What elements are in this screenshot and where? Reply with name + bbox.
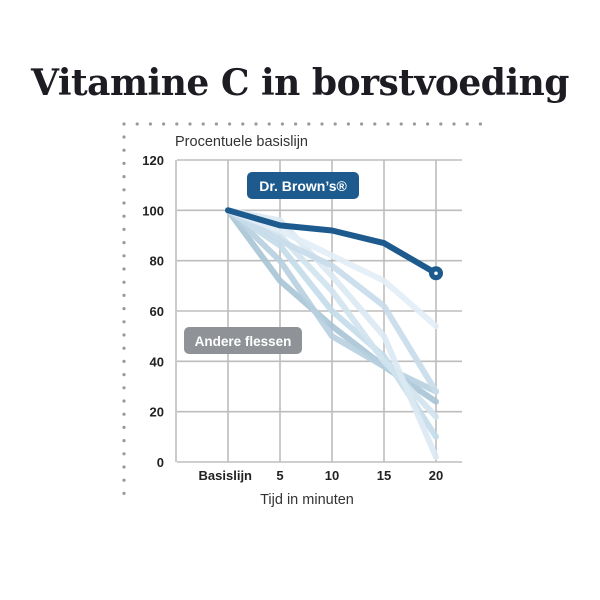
y-tick-label: 60 bbox=[150, 304, 164, 319]
x-tick-label: 10 bbox=[325, 468, 339, 483]
frame-dot bbox=[254, 122, 258, 126]
other-bottle-line bbox=[225, 207, 439, 395]
frame-dot bbox=[122, 359, 126, 363]
frame-dot bbox=[267, 122, 271, 126]
frame-dot bbox=[122, 478, 126, 482]
x-axis-label: Tijd in minuten bbox=[260, 492, 354, 508]
other-bottle-line bbox=[225, 207, 439, 460]
y-tick-label: 20 bbox=[150, 405, 164, 420]
frame-dot bbox=[122, 373, 126, 377]
frame-dot bbox=[148, 122, 152, 126]
page-title: Vitamine C in borstvoeding bbox=[31, 62, 569, 104]
frame-dot bbox=[122, 320, 126, 324]
dotted-frame bbox=[122, 122, 482, 495]
frame-dot bbox=[122, 439, 126, 443]
y-tick-label: 0 bbox=[157, 455, 164, 470]
frame-dot bbox=[280, 122, 284, 126]
y-tick-label: 120 bbox=[142, 153, 164, 168]
frame-dot bbox=[122, 333, 126, 337]
x-tick-label: 20 bbox=[429, 468, 443, 483]
frame-dot bbox=[294, 122, 298, 126]
frame-dot bbox=[122, 188, 126, 192]
frame-dot bbox=[122, 227, 126, 231]
other-bottles-series bbox=[225, 207, 439, 460]
y-tick-label: 80 bbox=[150, 254, 164, 269]
x-tick-label: 15 bbox=[377, 468, 391, 483]
frame-dot bbox=[478, 122, 482, 126]
frame-dot bbox=[122, 241, 126, 245]
dr-browns-badge: Dr. Brown’s® bbox=[247, 172, 359, 199]
frame-dot bbox=[241, 122, 245, 126]
frame-dot bbox=[122, 280, 126, 284]
frame-dot bbox=[320, 122, 324, 126]
frame-dot bbox=[386, 122, 390, 126]
frame-dot bbox=[465, 122, 469, 126]
y-axis-ticks: 0 20 40 60 80 100 120 bbox=[142, 153, 164, 470]
frame-dot bbox=[346, 122, 350, 126]
frame-dot bbox=[122, 412, 126, 416]
frame-dot bbox=[333, 122, 337, 126]
dr-browns-endpoint-center bbox=[434, 271, 438, 276]
y-tick-label: 100 bbox=[142, 203, 164, 218]
frame-dot bbox=[122, 254, 126, 258]
x-tick-label: Basislijn bbox=[199, 468, 253, 483]
y-tick-label: 40 bbox=[150, 354, 164, 369]
frame-dot bbox=[122, 267, 126, 271]
dr-browns-badge-label: Dr. Brown’s® bbox=[259, 178, 347, 194]
frame-dot bbox=[360, 122, 364, 126]
x-axis-ticks: Basislijn 5 10 15 20 bbox=[199, 468, 444, 483]
dr-browns-line bbox=[225, 207, 439, 277]
frame-dot bbox=[452, 122, 456, 126]
frame-dot bbox=[412, 122, 416, 126]
frame-dot bbox=[175, 122, 179, 126]
frame-dot bbox=[228, 122, 232, 126]
frame-dot bbox=[307, 122, 311, 126]
dr-browns-series bbox=[225, 207, 443, 281]
frame-dot bbox=[122, 148, 126, 152]
y-axis-label: Procentuele basislijn bbox=[175, 134, 308, 150]
frame-dot bbox=[188, 122, 192, 126]
frame-dot bbox=[122, 399, 126, 403]
frame-dot bbox=[162, 122, 166, 126]
frame-dot bbox=[135, 122, 139, 126]
frame-dot bbox=[426, 122, 430, 126]
frame-dot bbox=[214, 122, 218, 126]
frame-dot bbox=[122, 214, 126, 218]
frame-dot bbox=[122, 386, 126, 390]
frame-dot bbox=[122, 201, 126, 205]
frame-dot bbox=[201, 122, 205, 126]
other-bottles-badge-label: Andere flessen bbox=[195, 334, 292, 349]
frame-dot bbox=[122, 175, 126, 179]
frame-dot bbox=[122, 452, 126, 456]
frame-dot bbox=[122, 307, 126, 311]
frame-dot bbox=[439, 122, 443, 126]
frame-dot bbox=[122, 491, 126, 495]
frame-dot bbox=[122, 346, 126, 350]
frame-dot bbox=[373, 122, 377, 126]
other-bottle-line bbox=[225, 207, 439, 330]
frame-dot bbox=[122, 425, 126, 429]
frame-dot bbox=[122, 122, 126, 126]
frame-dot bbox=[122, 293, 126, 297]
frame-dot bbox=[122, 161, 126, 165]
other-bottles-badge: Andere flessen bbox=[184, 327, 302, 354]
frame-dot bbox=[122, 465, 126, 469]
frame-dot bbox=[399, 122, 403, 126]
x-tick-label: 5 bbox=[276, 468, 283, 483]
frame-dot bbox=[122, 135, 126, 139]
